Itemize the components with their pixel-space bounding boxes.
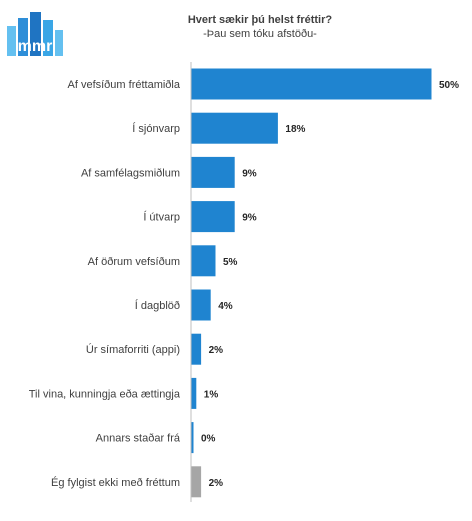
value-label: 2% [209, 478, 224, 489]
category-label: Í dagblöð [135, 299, 180, 312]
category-label: Úr símaforriti (appi) [86, 343, 180, 356]
logo-bar [43, 20, 53, 56]
logo-bar [55, 30, 63, 56]
logo-bar [30, 12, 41, 56]
value-label: 2% [209, 345, 224, 356]
category-label: Ég fylgist ekki með fréttum [51, 476, 180, 489]
logo-bar [18, 18, 28, 56]
value-label: 9% [242, 168, 257, 179]
bar [191, 289, 211, 321]
bar [191, 377, 197, 409]
category-label: Af samfélagsmiðlum [81, 167, 180, 179]
chart-subtitle: -Þau sem tóku afstöðu- [203, 28, 317, 41]
value-label: 18% [285, 124, 305, 135]
category-label: Af öðrum vefsíðum [88, 256, 180, 268]
value-label: 4% [218, 301, 233, 312]
value-label: 50% [439, 80, 459, 91]
bar [191, 112, 278, 144]
bar [191, 201, 235, 233]
logo-bar [7, 26, 16, 56]
bar [191, 156, 235, 188]
chart-header: Hvert sækir þú helst fréttir? -Þau sem t… [150, 14, 370, 41]
bar [191, 245, 216, 277]
chart-title: Hvert sækir þú helst fréttir? [187, 14, 333, 26]
bar [191, 68, 432, 100]
value-label: 5% [223, 257, 238, 268]
mmr-logo: mmr [7, 12, 63, 56]
value-label: 9% [242, 213, 257, 224]
bar [191, 466, 202, 498]
category-label: Í sjónvarp [132, 122, 180, 135]
logo-text: mmr [18, 38, 53, 55]
category-label: Til vina, kunningja eða ættingja [29, 388, 181, 400]
category-label: Annars staðar frá [96, 433, 181, 445]
bar [191, 333, 202, 365]
category-label: Í útvarp [143, 211, 180, 224]
value-label: 0% [201, 434, 216, 445]
category-label: Af vefsíðum fréttamiðla [68, 79, 181, 91]
value-label: 1% [204, 389, 219, 400]
bar [191, 422, 194, 454]
